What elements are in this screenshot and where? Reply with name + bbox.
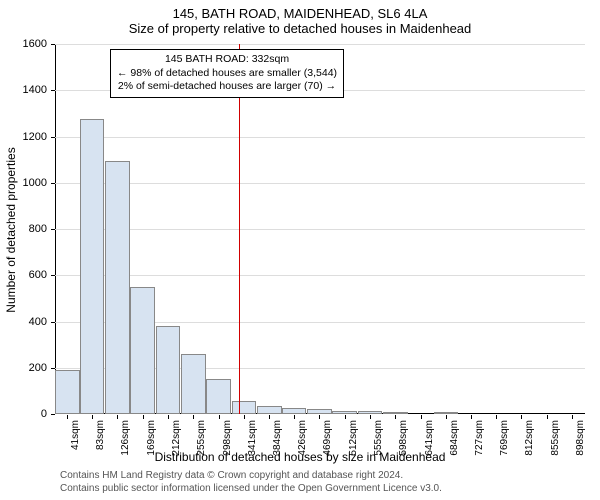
attribution-line-1: Contains HM Land Registry data © Crown c… [60,469,442,482]
ytick-mark [51,90,55,91]
xtick-mark [143,415,144,419]
chart-container: 145, BATH ROAD, MAIDENHEAD, SL6 4LA Size… [0,0,600,500]
ytick-mark [51,44,55,45]
xtick-mark [219,415,220,419]
xtick-mark [547,415,548,419]
ytick-mark [51,137,55,138]
xtick-mark [269,415,270,419]
grid-line [55,229,585,230]
histogram-bar [332,411,357,414]
histogram-bar [156,326,181,414]
xtick-mark [319,415,320,419]
ytick-label: 1600 [7,38,47,50]
histogram-bar [80,119,105,414]
ytick-label: 0 [7,408,47,420]
grid-line [55,183,585,184]
xtick-mark [496,415,497,419]
chart-area: 02004006008001000120014001600145 BATH RO… [55,44,585,414]
annotation-box: 145 BATH ROAD: 332sqm← 98% of detached h… [110,49,344,98]
histogram-bar [55,370,80,414]
annotation-line: 145 BATH ROAD: 332sqm [117,53,337,67]
ytick-label: 200 [7,362,47,374]
xtick-mark [446,415,447,419]
ytick-label: 400 [7,316,47,328]
histogram-bar [358,411,383,414]
histogram-bar [181,354,206,414]
xtick-mark [395,415,396,419]
xtick-mark [117,415,118,419]
reference-line [239,44,240,414]
xtick-mark [471,415,472,419]
annotation-line: ← 98% of detached houses are smaller (3,… [117,67,337,81]
xtick-label: 83sqm [95,420,106,450]
histogram-bar [130,287,155,414]
xtick-mark [421,415,422,419]
attribution-line-2: Contains public sector information licen… [60,482,442,495]
ytick-mark [51,183,55,184]
subtitle: Size of property relative to detached ho… [0,21,600,40]
xtick-mark [92,415,93,419]
xtick-mark [294,415,295,419]
grid-line [55,44,585,45]
histogram-bar [105,161,130,414]
ytick-label: 1400 [7,84,47,96]
xtick-mark [572,415,573,419]
xtick-mark [67,415,68,419]
histogram-bar [383,412,408,414]
xtick-label: 41sqm [70,420,81,450]
plot-area: 02004006008001000120014001600145 BATH RO… [55,44,585,414]
histogram-bar [232,401,257,414]
ytick-mark [51,275,55,276]
ytick-mark [51,322,55,323]
histogram-bar [307,409,332,414]
ytick-mark [51,229,55,230]
xtick-mark [370,415,371,419]
ytick-label: 800 [7,223,47,235]
xtick-mark [345,415,346,419]
attribution-text: Contains HM Land Registry data © Crown c… [60,469,442,495]
histogram-bar [282,408,307,414]
xtick-mark [168,415,169,419]
x-axis-label: Distribution of detached houses by size … [0,450,600,464]
ytick-label: 600 [7,269,47,281]
histogram-bar [257,406,282,414]
ytick-mark [51,368,55,369]
xtick-mark [193,415,194,419]
xtick-mark [521,415,522,419]
ytick-label: 1000 [7,177,47,189]
grid-line [55,275,585,276]
annotation-line: 2% of semi-detached houses are larger (7… [117,80,337,94]
histogram-bar [206,379,231,414]
grid-line [55,137,585,138]
histogram-bar [434,412,459,414]
ytick-mark [51,414,55,415]
ytick-label: 1200 [7,131,47,143]
xtick-mark [244,415,245,419]
address-title: 145, BATH ROAD, MAIDENHEAD, SL6 4LA [0,0,600,21]
